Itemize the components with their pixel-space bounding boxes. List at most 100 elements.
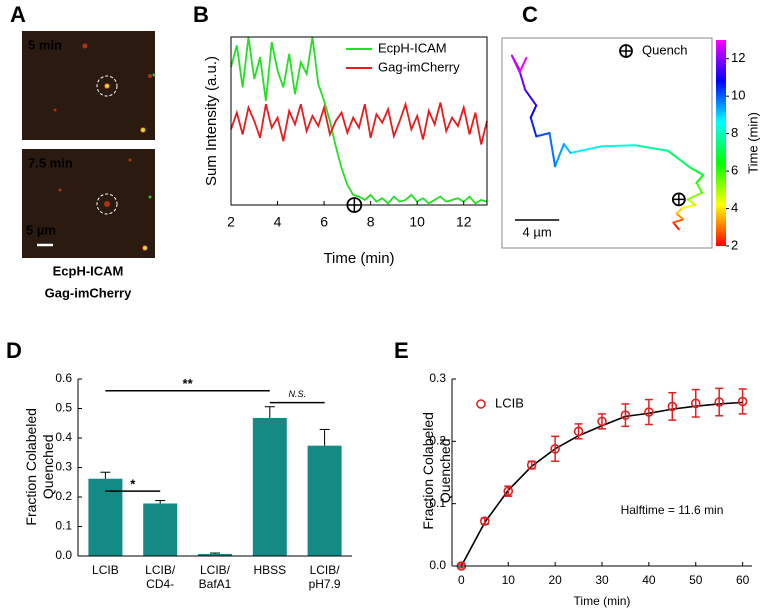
error-bar xyxy=(691,388,700,418)
legend-label: EcpH-ICAM xyxy=(378,40,447,55)
x-tick-label: 50 xyxy=(689,573,703,587)
panel-label: D xyxy=(6,338,22,363)
x-tick-label: LCIB/ CD4- xyxy=(145,563,176,592)
data-point xyxy=(503,486,514,497)
trajectory-segment xyxy=(695,174,705,184)
frame-label: 7.5 min xyxy=(28,155,73,170)
x-tick-label: HBSS xyxy=(253,563,287,577)
frame-label: 5 min xyxy=(28,37,62,52)
scale-label: 5 µm xyxy=(26,222,56,237)
channel-label: EcpH-ICAM xyxy=(53,263,124,278)
series-line xyxy=(230,100,488,145)
colorbar-tick-label: 4 xyxy=(731,200,738,215)
y-tick-label: 0.2 xyxy=(429,434,446,448)
trajectory-segment xyxy=(688,166,705,177)
error-bar xyxy=(738,388,747,415)
trajectory-segment xyxy=(672,218,685,224)
data-point xyxy=(573,426,584,437)
trajectory-segment xyxy=(666,149,691,169)
quench-marker xyxy=(671,192,686,207)
x-tick-label: 60 xyxy=(736,573,750,587)
x-tick-label: 0 xyxy=(458,573,465,587)
green-spots xyxy=(148,73,156,199)
x-axis-label: Time (min) xyxy=(323,250,394,267)
y-axis-label: Sum Intensity (a.u.) xyxy=(203,56,220,186)
error-bar xyxy=(551,435,560,463)
y-tick-label: 0.0 xyxy=(55,548,72,562)
y-tick-label: 0.4 xyxy=(55,430,72,444)
x-tick-label: 30 xyxy=(595,573,609,587)
error-bar xyxy=(574,423,583,440)
y-tick-label: 0.5 xyxy=(55,401,72,415)
trajectory-segment xyxy=(600,144,636,148)
plot-frame xyxy=(501,37,713,249)
trajectory-segment xyxy=(569,145,603,154)
panel-label: E xyxy=(394,338,409,363)
error-bar xyxy=(668,391,677,421)
trajectory-segment xyxy=(529,104,538,119)
x-tick-label: LCIB xyxy=(92,563,119,577)
x-tick-label: 10 xyxy=(409,214,425,230)
x-tick-label: 10 xyxy=(502,573,516,587)
trajectory-segment xyxy=(672,221,680,231)
legend-marker xyxy=(619,44,633,58)
y-tick-label: 0.3 xyxy=(55,460,72,474)
error-bar xyxy=(155,500,166,504)
y-tick-label: 0.1 xyxy=(55,519,72,533)
error-bar xyxy=(264,406,275,418)
trajectory-segment xyxy=(675,212,685,221)
trajectory-segment xyxy=(524,88,538,107)
trajectory-segment xyxy=(681,203,697,210)
trajectory-segment xyxy=(686,191,704,201)
colorbar-tick-label: 12 xyxy=(731,50,745,65)
colorbar xyxy=(716,40,726,246)
y-tick-label: 0.1 xyxy=(429,496,446,510)
panel-label: C xyxy=(522,2,538,27)
bar xyxy=(143,503,178,556)
quench-marker xyxy=(346,197,363,213)
channel-label: Gag-imCherry xyxy=(45,285,132,300)
error-bar xyxy=(210,552,220,554)
roi-circle xyxy=(96,193,118,215)
trajectory-segment xyxy=(535,132,551,138)
x-tick-label: 4 xyxy=(274,214,282,230)
trajectory-segment xyxy=(675,207,684,215)
x-tick-label: 8 xyxy=(367,214,375,230)
legend-marker xyxy=(476,399,486,409)
y-tick-label: 0.3 xyxy=(429,371,446,385)
error-bar xyxy=(715,387,724,417)
trajectory-segment xyxy=(633,144,669,152)
y-axis-label: Fraction Colabeled Quenched xyxy=(23,408,56,526)
colocalized-spots xyxy=(105,84,147,250)
x-tick-label: 12 xyxy=(456,214,472,230)
data-point xyxy=(690,398,701,409)
series-line xyxy=(230,36,488,205)
scale-bar-label: 4 µm xyxy=(523,224,552,239)
y-tick-label: 0.2 xyxy=(55,489,72,503)
colorbar-tick-label: 8 xyxy=(731,125,738,140)
trajectory-segment xyxy=(686,198,697,206)
trajectory-segment xyxy=(518,56,528,74)
error-bar xyxy=(644,398,653,426)
x-tick-label: 2 xyxy=(227,214,235,230)
x-tick-label: LCIB/ pH7.9 xyxy=(308,563,341,592)
bar xyxy=(252,417,287,556)
significance-label: ** xyxy=(183,376,194,391)
error-bar xyxy=(319,428,330,446)
trajectory-segment xyxy=(548,132,557,168)
micrograph xyxy=(22,31,155,140)
x-tick-label: 40 xyxy=(642,573,656,587)
legend-label: LCIB xyxy=(495,395,524,410)
bar xyxy=(198,553,232,556)
micrograph xyxy=(22,149,155,258)
x-tick-label: 6 xyxy=(320,214,328,230)
annotation: Halftime = 11.6 min xyxy=(621,503,724,517)
significance-label: * xyxy=(130,477,136,492)
legend-label: Quench xyxy=(642,42,688,57)
colorbar-tick-label: 6 xyxy=(731,163,738,178)
data-point xyxy=(526,460,537,470)
trajectory-segment xyxy=(562,143,572,154)
x-axis-label: Time (min) xyxy=(574,594,631,608)
